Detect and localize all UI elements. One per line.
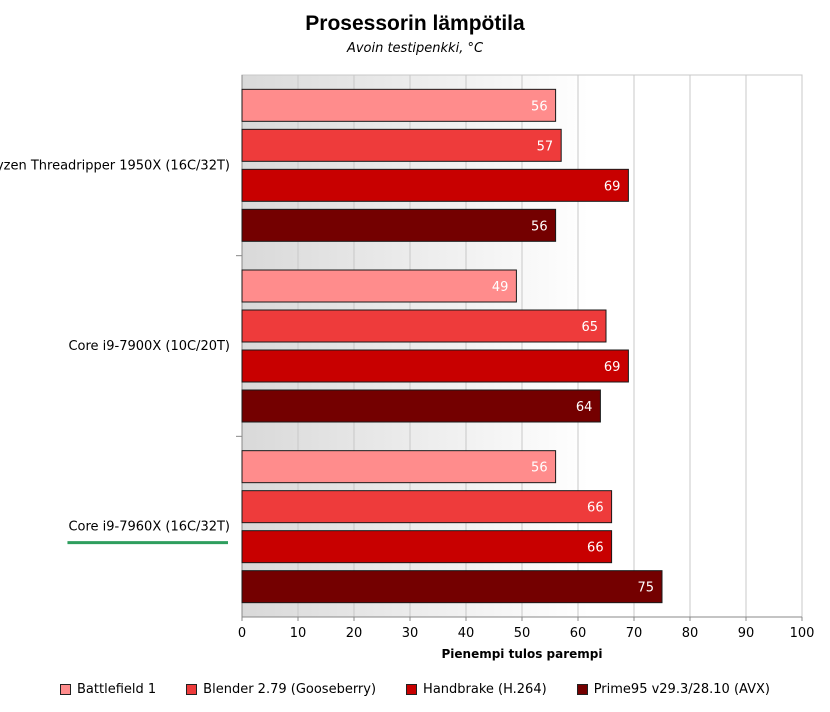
x-tick-label: 70 bbox=[626, 626, 643, 641]
bar bbox=[241, 128, 562, 162]
bar bbox=[241, 349, 629, 383]
x-tick-label: 40 bbox=[458, 626, 475, 641]
category-label: Ryzen Threadripper 1950X (16C/32T) bbox=[0, 158, 230, 173]
legend-label: Handbrake (H.264) bbox=[423, 682, 547, 697]
legend: Battlefield 1 Blender 2.79 (Gooseberry) Ha… bbox=[0, 682, 830, 697]
category-label: Core i9-7900X (10C/20T) bbox=[68, 339, 230, 354]
x-axis-label: Pienempi tulos parempi bbox=[441, 647, 602, 661]
bar bbox=[241, 208, 557, 242]
bar bbox=[241, 570, 663, 604]
legend-label: Prime95 v29.3/28.10 (AVX) bbox=[593, 682, 770, 697]
x-tick-label: 10 bbox=[290, 626, 307, 641]
bar-value-label: 66 bbox=[587, 501, 604, 516]
chart-subtitle: Avoin testipenkki, °C bbox=[346, 41, 484, 56]
x-tick-label: 50 bbox=[514, 626, 531, 641]
bar-value-label: 64 bbox=[576, 400, 593, 415]
x-tick-label: 20 bbox=[346, 626, 363, 641]
legend-label: Blender 2.79 (Gooseberry) bbox=[203, 682, 377, 697]
legend-swatch bbox=[576, 684, 588, 695]
legend-swatch bbox=[60, 684, 72, 695]
bar bbox=[241, 269, 517, 303]
x-tick-label: 80 bbox=[682, 626, 699, 641]
legend-item: Handbrake (H.264) bbox=[406, 682, 547, 697]
bar bbox=[241, 490, 613, 524]
bar bbox=[241, 530, 613, 564]
category-label: Core i9-7960X (16C/32T) bbox=[68, 520, 230, 535]
x-tick-label: 100 bbox=[790, 626, 815, 641]
bar-value-label: 56 bbox=[531, 99, 548, 114]
legend-item: Blender 2.79 (Gooseberry) bbox=[186, 682, 376, 697]
x-tick-label: 0 bbox=[238, 626, 246, 641]
legend-label: Battlefield 1 bbox=[77, 682, 157, 697]
bar-value-label: 75 bbox=[637, 581, 654, 596]
legend-item: Battlefield 1 bbox=[60, 682, 156, 697]
bar bbox=[241, 389, 601, 423]
legend-swatch bbox=[186, 684, 198, 695]
bar bbox=[241, 168, 629, 202]
chart-title: Prosessorin lämpötila bbox=[305, 12, 525, 35]
x-tick-label: 60 bbox=[570, 626, 587, 641]
x-tick-label: 90 bbox=[738, 626, 755, 641]
bar-value-label: 65 bbox=[581, 320, 598, 335]
x-tick-label: 30 bbox=[402, 626, 419, 641]
bar-value-label: 66 bbox=[587, 541, 604, 556]
bar bbox=[241, 88, 557, 122]
bar-value-label: 57 bbox=[537, 139, 554, 154]
bar bbox=[241, 309, 607, 343]
bar-value-label: 56 bbox=[531, 461, 548, 476]
bar bbox=[241, 450, 557, 484]
bar-value-label: 69 bbox=[604, 360, 621, 375]
legend-swatch bbox=[406, 684, 418, 695]
legend-item: Prime95 v29.3/28.10 (AVX) bbox=[576, 682, 770, 697]
bar-value-label: 49 bbox=[492, 280, 509, 295]
bar-value-label: 69 bbox=[604, 179, 621, 194]
bar-value-label: 56 bbox=[531, 219, 548, 234]
